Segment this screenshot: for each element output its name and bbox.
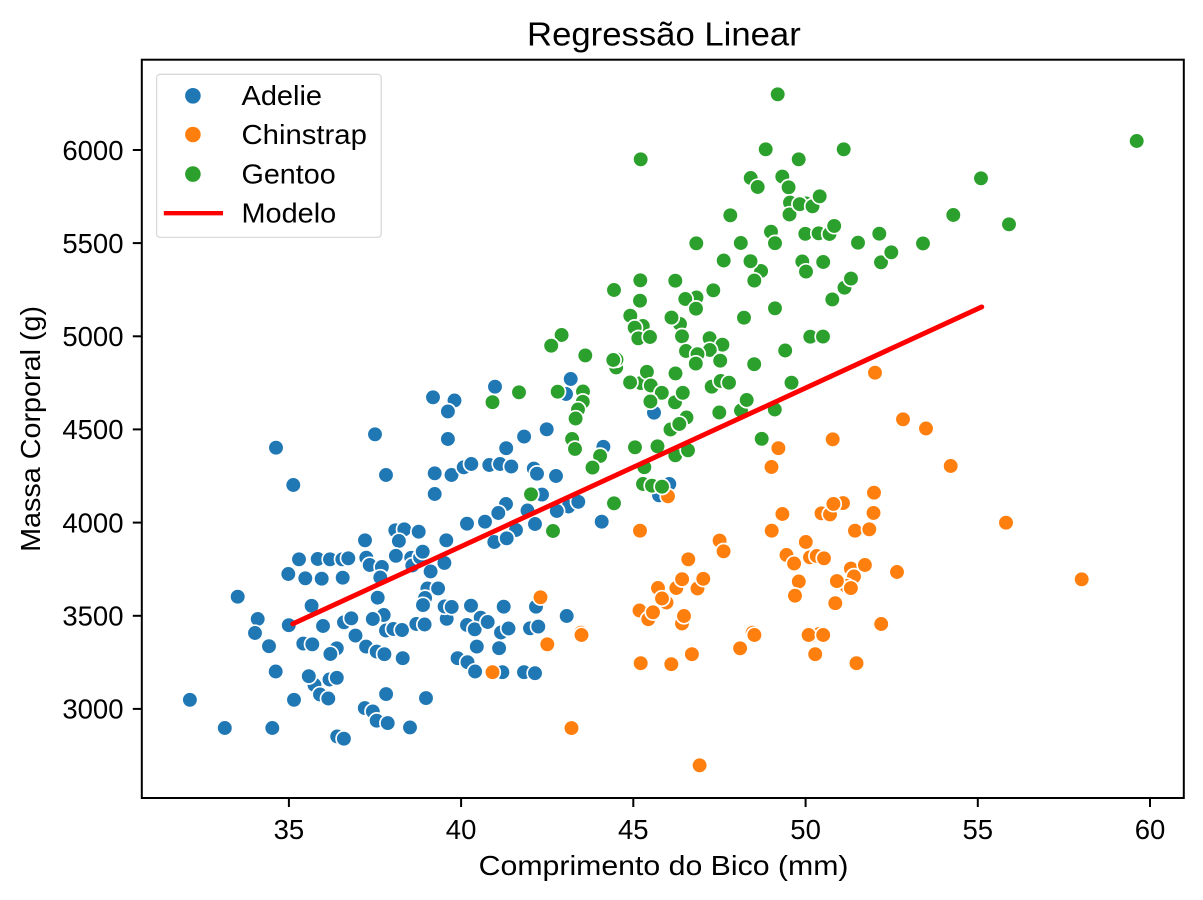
svg-text:Massa Corporal (g): Massa Corporal (g): [15, 306, 46, 552]
svg-text:4500: 4500: [62, 414, 123, 445]
svg-text:Chinstrap: Chinstrap: [242, 119, 367, 150]
svg-text:Adelie: Adelie: [242, 80, 323, 111]
svg-text:50: 50: [790, 814, 821, 845]
svg-text:45: 45: [618, 814, 649, 845]
svg-text:6000: 6000: [62, 135, 123, 166]
svg-text:Regressão Linear: Regressão Linear: [527, 17, 801, 54]
svg-text:Gentoo: Gentoo: [242, 159, 336, 190]
svg-text:55: 55: [963, 814, 994, 845]
svg-text:3000: 3000: [62, 694, 123, 725]
svg-text:Comprimento do Bico (mm): Comprimento do Bico (mm): [479, 850, 849, 881]
svg-text:3500: 3500: [62, 601, 123, 632]
svg-text:5500: 5500: [62, 228, 123, 259]
svg-text:35: 35: [274, 814, 305, 845]
svg-text:60: 60: [1135, 814, 1166, 845]
svg-text:Modelo: Modelo: [242, 198, 337, 229]
svg-text:4000: 4000: [62, 507, 123, 538]
svg-text:5000: 5000: [62, 321, 123, 352]
svg-text:40: 40: [446, 814, 477, 845]
